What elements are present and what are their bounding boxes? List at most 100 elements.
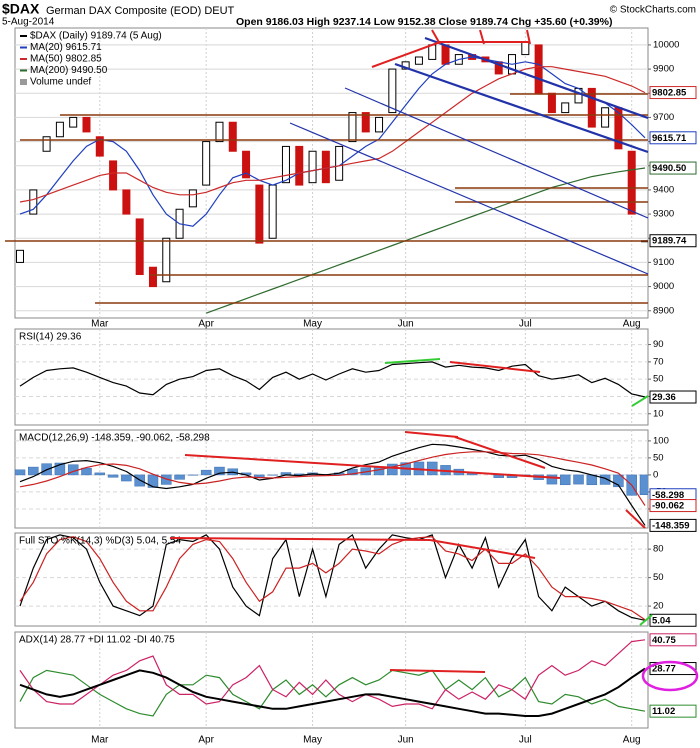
series-line (19, 639, 646, 710)
candle-body (308, 150, 317, 184)
series-line (19, 667, 646, 717)
candle-body (388, 68, 397, 114)
end-label-box (649, 499, 697, 513)
end-label-box (649, 86, 697, 100)
chart-title: $DAX (2, 1, 40, 17)
y-tick-label: 9400 (653, 184, 674, 195)
histogram-bar (214, 466, 225, 476)
candle-body (55, 121, 64, 138)
annotations (5, 29, 699, 692)
panel (14, 631, 649, 729)
histogram-bar (121, 474, 132, 482)
x-tick-label: May (303, 735, 322, 746)
candle-body (95, 136, 104, 157)
series-group (19, 639, 646, 717)
series-group (19, 533, 646, 621)
candle-body (42, 136, 51, 152)
y-tick-label: 90 (653, 339, 664, 350)
end-label: -148.359 (652, 520, 690, 531)
end-label: 28.77 (652, 664, 676, 675)
y-tick-label: 10 (653, 408, 664, 419)
candle-body (627, 150, 636, 215)
candle-body (521, 42, 530, 56)
histogram-bar (573, 474, 584, 485)
legend-label: MA(200) 9490.50 (30, 65, 108, 76)
candle-body (587, 87, 596, 128)
candle-body (295, 145, 304, 186)
histogram-bar (426, 461, 438, 476)
histogram-bar (200, 469, 212, 476)
candle-body (601, 107, 610, 128)
histogram-bar (599, 474, 611, 485)
rsi-annotation (384, 358, 441, 364)
candle-body (122, 189, 131, 215)
end-label-box (649, 161, 697, 175)
candle-body (188, 189, 197, 208)
end-label-box (649, 704, 697, 718)
sto-annotation (639, 614, 653, 626)
candle-body (414, 56, 423, 65)
series-line (205, 167, 646, 314)
candle-body (16, 249, 24, 263)
channel-line (289, 122, 649, 275)
candle-body (348, 112, 357, 143)
end-label: 9189.74 (652, 236, 687, 247)
x-tick-label: Apr (198, 319, 214, 330)
candle-body (268, 184, 277, 239)
y-tick-label: 8900 (653, 305, 674, 316)
x-tick-label: Mar (91, 735, 109, 746)
rsi-annotation (449, 361, 541, 373)
series-line (19, 361, 646, 398)
candle-body (361, 112, 370, 133)
candle-body (375, 116, 384, 133)
end-label-box (649, 390, 697, 404)
y-tick-label: 70 (653, 356, 664, 367)
y-tick-label: 20 (653, 601, 664, 612)
histogram-bar (559, 474, 571, 486)
x-tick-label: Aug (623, 319, 641, 330)
channel-line (344, 87, 649, 219)
end-label-box (649, 633, 697, 647)
x-tick-label: Apr (198, 735, 214, 746)
y-tick-label: 10000 (653, 39, 679, 50)
end-label: -58.298 (652, 490, 684, 501)
series-line (19, 533, 646, 621)
histogram-bar (347, 468, 358, 476)
legend-label: MA(50) 9802.85 (30, 54, 102, 65)
histogram-bar (107, 474, 119, 478)
candle-body (441, 44, 450, 65)
end-label: 5.04 (652, 615, 671, 626)
legend-swatch (20, 79, 27, 85)
end-label: 9490.50 (652, 163, 686, 174)
candle-body (228, 121, 237, 152)
candle-body (561, 102, 570, 114)
channel-line (424, 36, 649, 120)
histogram-bar (147, 474, 159, 488)
candle-body (534, 44, 543, 94)
candle-body (162, 237, 171, 283)
macd-annotation (184, 454, 561, 479)
y-tick-label: 9900 (653, 64, 674, 75)
panel (14, 532, 649, 627)
y-tick-label: 9100 (653, 257, 674, 268)
histogram-bar (546, 474, 558, 485)
candle-body (29, 189, 38, 215)
end-label: 9802.85 (652, 88, 687, 99)
histogram-bar (15, 469, 26, 476)
series-line (19, 451, 646, 506)
y-tick-label: 80 (653, 544, 664, 555)
series-line (19, 66, 646, 203)
panel-title: MACD(12,26,9) -148.359, -90.062, -58.298 (19, 433, 210, 444)
layers: 8900900091009200930094009500960097009800… (14, 27, 697, 746)
series-line (19, 536, 646, 621)
x-tick-label: Aug (623, 735, 641, 746)
candle-body (321, 150, 330, 184)
histogram-bar (54, 462, 66, 476)
series-line (19, 669, 646, 717)
histogram-bar (94, 472, 106, 476)
end-label-box (649, 613, 697, 627)
histogram-bar (613, 474, 624, 488)
candle-body (428, 44, 437, 60)
